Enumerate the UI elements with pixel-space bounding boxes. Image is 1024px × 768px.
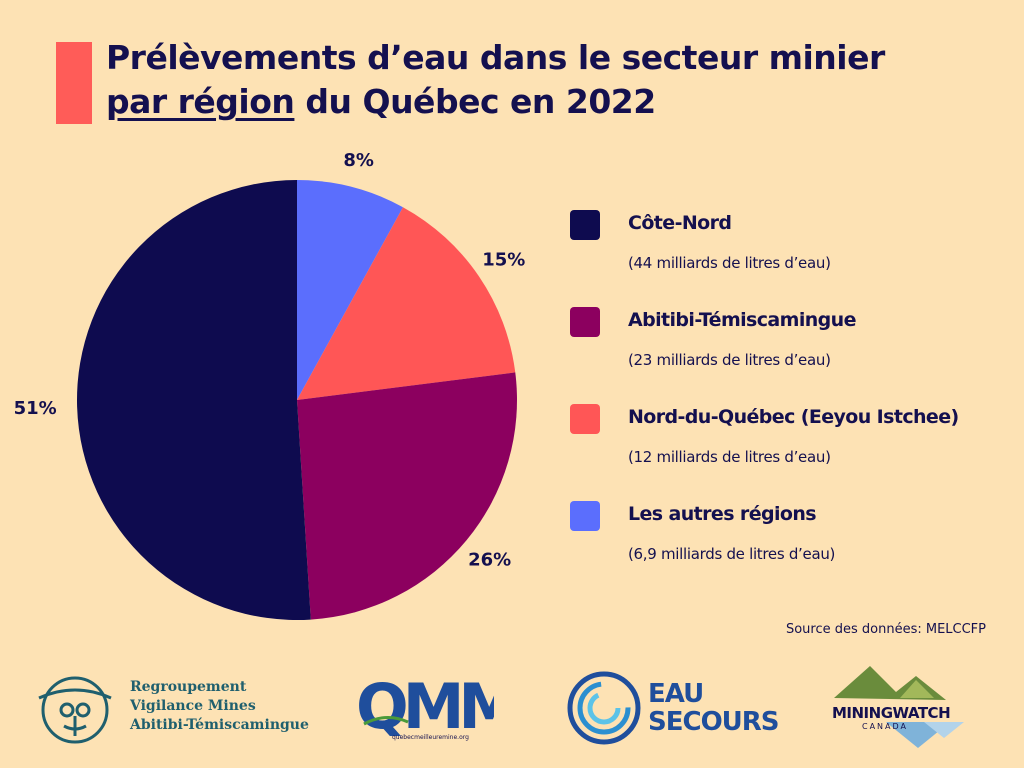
qmm-logo: QMM — [356, 670, 520, 743]
water-swirl-icon — [567, 671, 641, 745]
pie-label-4: 8% — [343, 150, 374, 171]
legend-label-2: Abitibi-Témiscamingue — [628, 309, 857, 331]
title-underlined: par région — [106, 82, 295, 121]
qmm-mark-text: QMM — [356, 674, 494, 736]
partner-logos: Regroupement Vigilance Mines Abitibi-Tém… — [0, 660, 1024, 760]
pie-label-1: 51% — [14, 398, 57, 419]
pie-label-3: 15% — [482, 249, 525, 270]
legend-swatch-2 — [570, 307, 600, 337]
pie-slice-4 — [297, 180, 403, 400]
title-line-2: par région du Québec en 2022 — [106, 80, 1006, 124]
pie-slice-2 — [297, 372, 517, 620]
rvm-logo — [34, 674, 116, 748]
eau-line-2: SECOURS — [648, 707, 780, 737]
rvm-line-2: Vigilance Mines — [130, 698, 256, 714]
mountains-icon — [834, 666, 964, 748]
pie-slice-1 — [76, 180, 311, 620]
rvm-owl-icon — [38, 676, 112, 744]
legend-detail-1: (44 milliards de litres d’eau) — [628, 254, 831, 272]
legend-label-4: Les autres régions — [628, 503, 817, 525]
legend-swatch-3 — [570, 404, 600, 434]
pie-slice-3 — [297, 207, 516, 400]
page-title: Prélèvements d’eau dans le secteur minie… — [106, 36, 1006, 124]
qmm-url: quebecmeilleuremine.org — [392, 734, 469, 741]
title-accent-bar — [56, 42, 92, 124]
legend-detail-4: (6,9 milliards de litres d’eau) — [628, 545, 836, 563]
legend-label-3: Nord-du-Québec (Eeyou Istchee) — [628, 406, 959, 428]
legend-item-1: Côte-Nord (44 milliards de litres d’eau) — [570, 206, 1010, 303]
chart-legend: Côte-Nord (44 milliards de litres d’eau) A… — [570, 206, 1010, 594]
legend-label-1: Côte-Nord — [628, 212, 732, 234]
legend-swatch-4 — [570, 501, 600, 531]
rvm-line-3: Abitibi-Témiscamingue — [130, 717, 309, 733]
miningwatch-name: MININGWATCH — [832, 704, 951, 722]
legend-detail-3: (12 milliards de litres d’eau) — [628, 448, 831, 466]
data-source: Source des données: MELCCFP — [785, 622, 986, 637]
legend-item-3: Nord-du-Québec (Eeyou Istchee) (12 millia… — [570, 400, 1010, 497]
pie-chart: 8% 15% 26% 51% — [14, 150, 525, 620]
eau-secours-name: EAU SECOURS — [648, 679, 780, 737]
legend-swatch-1 — [570, 210, 600, 240]
pie-label-2: 26% — [468, 549, 511, 570]
rvm-name: Regroupement Vigilance Mines Abitibi-Tém… — [130, 678, 309, 735]
miningwatch-sub: CANADA — [862, 722, 909, 731]
title-line-1: Prélèvements d’eau dans le secteur minie… — [106, 38, 885, 77]
qmm-mark-icon: QMM — [356, 670, 520, 743]
eau-line-1: EAU — [648, 679, 704, 709]
miningwatch-logo — [834, 664, 980, 752]
title-rest: du Québec en 2022 — [294, 82, 656, 121]
eau-secours-logo — [566, 670, 642, 750]
legend-item-2: Abitibi-Témiscamingue (23 milliards de li… — [570, 303, 1010, 400]
legend-detail-2: (23 milliards de litres d’eau) — [628, 351, 831, 369]
rvm-line-1: Regroupement — [130, 679, 247, 695]
legend-item-4: Les autres régions (6,9 milliards de litr… — [570, 497, 1010, 594]
